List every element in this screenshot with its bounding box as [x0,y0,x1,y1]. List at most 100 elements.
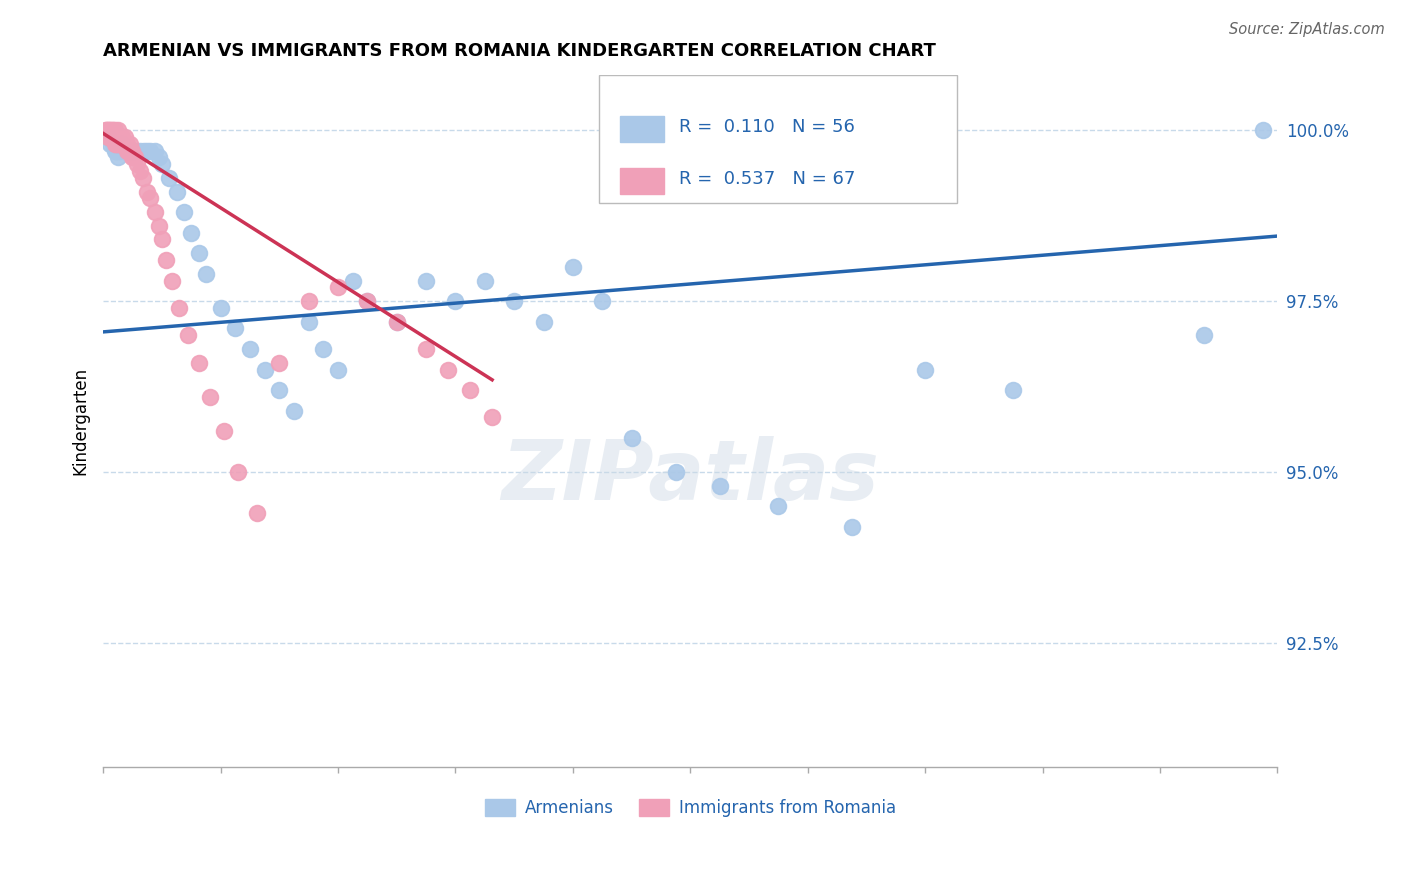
Point [111,129,134,144]
Point [105,129,128,144]
Point [166,185,188,199]
Point [108,129,131,144]
Point [139,191,162,205]
Text: ARMENIAN VS IMMIGRANTS FROM ROMANIA KINDERGARTEN CORRELATION CHART: ARMENIAN VS IMMIGRANTS FROM ROMANIA KIND… [103,42,936,60]
Point [155,253,177,268]
Point [169,301,191,315]
Point [1192,328,1215,343]
Point [768,500,790,514]
Point [118,144,141,158]
Point [100,129,122,144]
Point [591,294,613,309]
Point [107,150,129,164]
Point [112,144,135,158]
Point [108,136,131,151]
Point [104,123,127,137]
Point [533,315,555,329]
Point [101,123,124,137]
Point [107,129,129,144]
Point [444,294,467,309]
FancyBboxPatch shape [599,75,957,203]
Point [107,136,129,151]
Point [356,294,378,309]
Point [100,136,122,151]
Point [128,164,150,178]
Point [114,144,136,158]
Point [177,328,200,343]
Text: Source: ZipAtlas.com: Source: ZipAtlas.com [1229,22,1385,37]
Point [283,403,305,417]
Point [101,129,124,144]
Point [148,219,170,233]
Text: R =  0.537   N = 67: R = 0.537 N = 67 [679,169,855,188]
Point [415,342,437,356]
Point [437,362,460,376]
Point [298,294,321,309]
Point [96,129,118,144]
Point [112,136,135,151]
Point [665,465,688,479]
Point [481,410,503,425]
Legend: Armenians, Immigrants from Romania: Armenians, Immigrants from Romania [478,792,903,824]
Point [110,129,132,144]
Point [122,150,145,164]
Point [194,267,217,281]
Point [212,424,235,438]
Point [148,150,170,164]
Point [121,150,143,164]
Point [136,144,159,158]
Point [415,274,437,288]
Point [118,144,141,158]
Point [121,144,143,158]
Point [103,123,125,137]
Point [103,129,125,144]
Point [180,226,202,240]
Point [143,205,166,219]
Text: ZIPatlas: ZIPatlas [502,435,879,516]
Point [224,321,246,335]
Point [474,274,496,288]
Point [111,136,134,151]
Point [150,232,173,246]
Point [253,362,276,376]
Point [709,479,731,493]
Point [132,170,155,185]
Point [1002,383,1025,397]
Point [312,342,335,356]
Point [160,274,183,288]
Point [620,431,643,445]
Point [136,185,159,199]
Point [117,144,139,158]
Point [125,157,148,171]
Point [561,260,583,274]
Point [1251,123,1274,137]
Point [100,123,122,137]
Text: R =  0.110   N = 56: R = 0.110 N = 56 [679,118,855,136]
Point [121,144,143,158]
Point [94,123,117,137]
Point [98,129,121,144]
Point [120,144,142,158]
Point [103,129,125,144]
Point [143,144,166,158]
Point [98,123,121,137]
Point [107,123,129,137]
Point [134,144,156,158]
Point [385,315,408,329]
Point [503,294,526,309]
Point [100,129,122,144]
Point [115,144,138,158]
Point [128,144,150,158]
Point [326,362,349,376]
Point [96,123,118,137]
Point [356,294,378,309]
Point [187,246,209,260]
Point [96,129,118,144]
Point [103,136,125,151]
Point [385,315,408,329]
Point [187,356,209,370]
Point [104,144,127,158]
Point [914,362,936,376]
Point [200,390,222,404]
Point [298,315,321,329]
